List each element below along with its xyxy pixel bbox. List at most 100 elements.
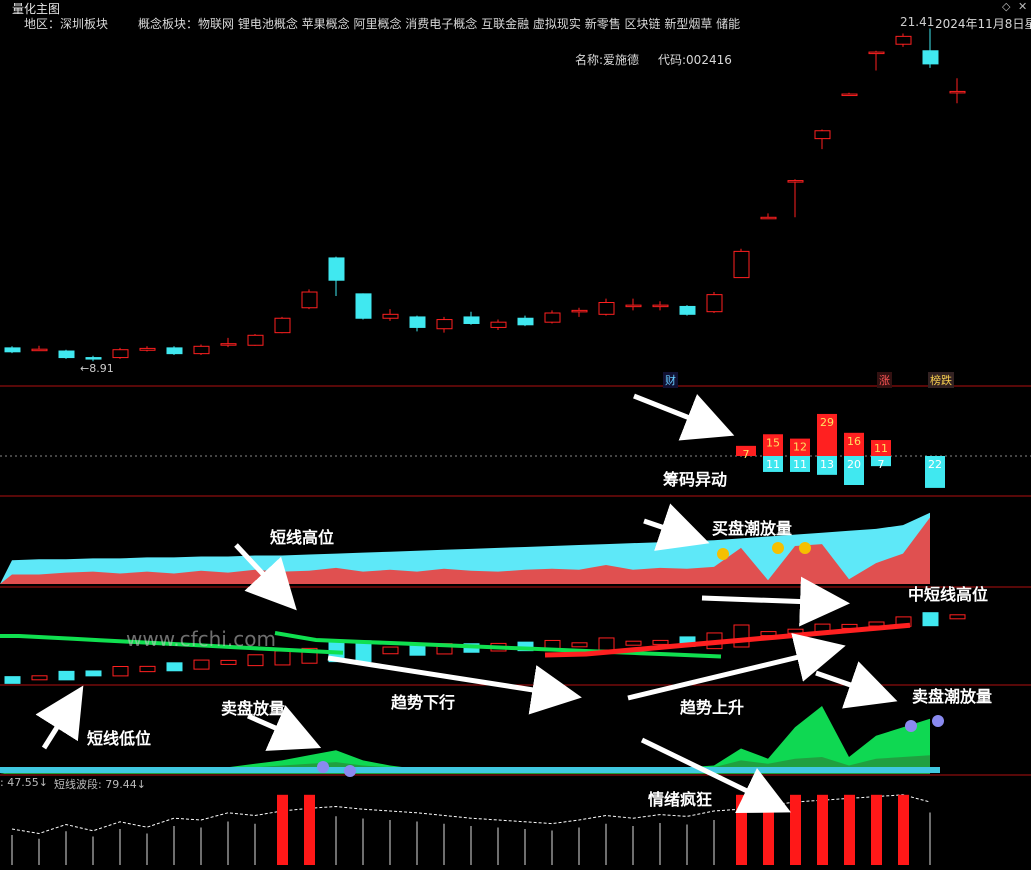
stock-name: 名称:爱施德	[575, 53, 640, 67]
trend-candle	[139, 665, 156, 673]
arrow-short-high	[234, 543, 297, 611]
candle-body	[679, 305, 696, 315]
chip-up-bar	[817, 413, 837, 456]
window-title: 量化主图	[12, 2, 61, 16]
chip-down-bar	[790, 456, 810, 472]
chip-up-label: 15	[766, 436, 780, 449]
chip-down-label: 20	[847, 458, 861, 471]
trend-candle	[571, 642, 588, 648]
trend-candle	[220, 659, 237, 665]
mood-bar	[277, 794, 288, 865]
candle-body	[328, 257, 345, 281]
trend-green-line	[274, 631, 722, 659]
diamond-icon[interactable]: ◇	[1002, 0, 1011, 13]
annotation-short-high: 短线高位	[270, 528, 335, 547]
chip-up-label: 29	[820, 416, 834, 429]
indicator-left-value: : 47.55↓	[0, 776, 48, 789]
sad-icon	[344, 765, 356, 777]
arrow-chouma	[633, 393, 735, 441]
smile-icon	[717, 548, 729, 560]
arrow-trend-up	[627, 633, 846, 701]
trend-candle	[652, 639, 669, 645]
candle-body	[652, 304, 669, 308]
candle-body	[85, 357, 102, 360]
mood-bar	[736, 794, 747, 865]
trend-candle	[31, 675, 48, 681]
chip-down-bar	[844, 456, 864, 485]
indicator-wave-label: 短线波段: 79.44↓	[54, 778, 146, 791]
chip-down-bar	[871, 456, 891, 467]
low-price-label: ←8.91	[80, 362, 114, 375]
chip-up-bar	[763, 434, 783, 456]
trend-candle	[733, 624, 750, 648]
candle-body	[787, 180, 804, 183]
trend-candle	[949, 614, 966, 620]
sad-icon	[905, 720, 917, 732]
trend-candle	[382, 646, 399, 655]
arrow-mid-high	[701, 576, 850, 627]
candle-body	[571, 309, 588, 313]
close-icon[interactable]: ✕	[1018, 0, 1028, 13]
annotation-trend-up: 趋势上升	[680, 698, 745, 717]
candle-body	[301, 291, 318, 309]
candle-body	[598, 302, 615, 315]
sell-baseline-band	[0, 767, 940, 773]
tag-zhang[interactable]: 涨	[877, 372, 892, 388]
candle-body	[436, 319, 453, 330]
stock-code: 代码:002416	[658, 53, 732, 67]
arrow-mood	[640, 737, 791, 814]
mood-bar-series	[11, 794, 931, 865]
region-label: 地区：深圳板块	[24, 17, 109, 31]
chip-up-label: 12	[793, 441, 807, 454]
chip-bar-series: 7 15 11 12 11 29 13 16 20 11 7 22	[736, 413, 945, 488]
candlestick-series	[4, 28, 966, 362]
trend-candle	[922, 612, 939, 627]
chip-down-bar	[763, 456, 783, 472]
candle-body	[544, 312, 561, 323]
mood-bar	[871, 794, 882, 865]
buy-cyan-area	[0, 512, 930, 584]
sad-icon	[932, 715, 944, 727]
annotation-arrows	[35, 393, 898, 814]
chip-down-label: 7	[878, 458, 885, 471]
candle-body	[409, 316, 426, 328]
arrow-short-low	[35, 685, 84, 750]
mood-bar	[304, 794, 315, 865]
candle-body	[517, 317, 534, 326]
trend-candle	[598, 637, 615, 651]
mood-bar	[763, 794, 774, 865]
candle-body	[895, 35, 912, 45]
annotation-mood: 情绪疯狂	[648, 790, 713, 809]
candle-body	[139, 347, 156, 351]
chip-up-bar	[790, 438, 810, 456]
smile-icons	[317, 542, 944, 777]
trend-candle	[625, 640, 642, 646]
concept-list: 概念板块：物联网 锂电池概念 苹果概念 阿里概念 消费电子概念 互联金融 虚拟现…	[138, 17, 741, 31]
arrow-sell-volume	[246, 705, 322, 751]
trend-panel-series	[0, 612, 966, 684]
candle-body	[4, 347, 21, 353]
trend-candle	[274, 650, 291, 666]
candle-body	[733, 250, 750, 279]
tag-cai[interactable]: 财	[663, 372, 678, 388]
annotation-mid-high: 中短线高位	[908, 585, 989, 604]
arrow-buy-wave	[643, 503, 710, 551]
chip-up-bar	[871, 440, 891, 456]
chip-up-label: 7	[743, 448, 750, 461]
candle-body	[274, 317, 291, 334]
chip-up-bar	[844, 432, 864, 456]
candle-body	[193, 345, 210, 355]
candle-body	[706, 294, 723, 313]
candle-body	[760, 216, 777, 220]
trend-candle	[112, 666, 129, 677]
candle-body	[463, 316, 480, 324]
candle-body	[841, 93, 858, 97]
tag-bang[interactable]: 榜跌	[928, 372, 954, 388]
chip-up-bar	[736, 445, 756, 456]
annotation-chouma: 筹码异动	[663, 470, 728, 489]
date-label: 2024年11月8日星期	[935, 17, 1031, 31]
trend-candle	[58, 670, 75, 681]
chip-down-label: 11	[793, 458, 807, 471]
watermark: www.cfchi.com	[126, 627, 276, 651]
